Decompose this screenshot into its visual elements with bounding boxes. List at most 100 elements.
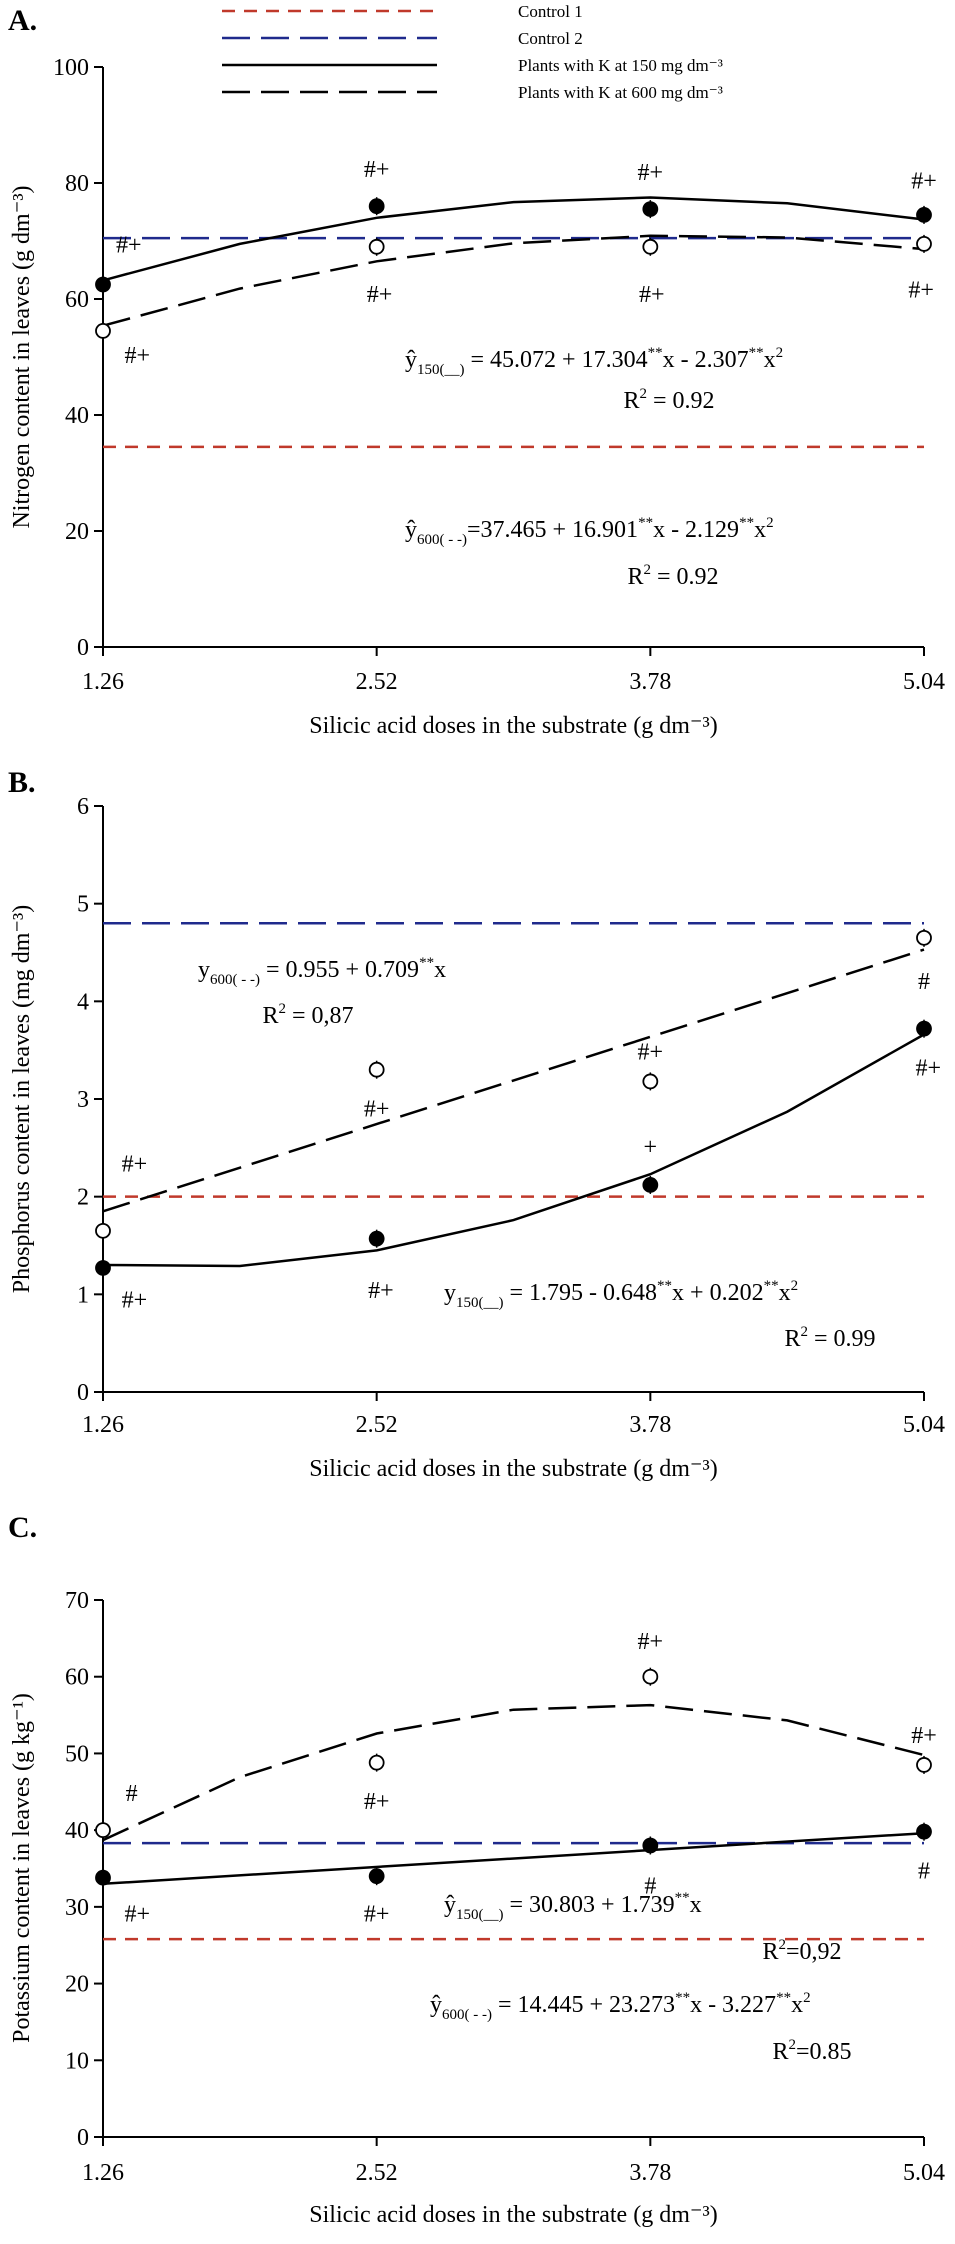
equation-part: x — [434, 957, 446, 983]
fit-curve — [102, 234, 925, 327]
equation-part: y — [444, 1280, 456, 1306]
equation: R2 = 0.92 — [623, 386, 714, 414]
equation: R2 = 0.99 — [784, 1324, 875, 1352]
equation-part: 2 — [776, 345, 784, 361]
equation-part: y — [198, 957, 210, 983]
equation-part: ŷ — [405, 517, 417, 543]
equation: ŷ600( - -) = 14.445 + 23.273**x - 3.227*… — [430, 1990, 811, 2023]
point — [368, 1868, 385, 1885]
point-label: #+ — [364, 1789, 390, 1815]
y-axis-label: Phosphorus content in leaves (mg dm⁻³) — [9, 905, 35, 1293]
point-label: #+ — [367, 282, 393, 308]
y-tick-label: 30 — [65, 1895, 89, 1921]
equation-part: ** — [749, 345, 764, 361]
equation-part: ŷ — [405, 347, 417, 373]
point — [916, 235, 932, 252]
fit-curve — [102, 1033, 925, 1268]
y-tick-label: 4 — [77, 989, 89, 1015]
x-tick-label: 2.52 — [356, 669, 398, 695]
y-tick-label: 40 — [65, 403, 89, 429]
equation-part: x - 2.129 — [653, 517, 739, 543]
point-label: #+ — [638, 1039, 664, 1065]
point — [642, 1177, 659, 1193]
equation-part: 2 — [643, 562, 651, 578]
equation-part: 600( - -) — [210, 972, 260, 988]
point — [642, 1837, 659, 1854]
equation: y600( - -) = 0.955 + 0.709**x — [198, 955, 446, 988]
equation-part: = 0.92 — [651, 564, 719, 590]
x-axis-label: Silicic acid doses in the substrate (g d… — [309, 1456, 717, 1482]
equation-part: ** — [675, 1890, 690, 1906]
fit-curve — [102, 1703, 925, 1842]
point-label: #+ — [364, 1096, 390, 1122]
point — [916, 929, 932, 946]
point-label: #+ — [125, 343, 151, 369]
point — [916, 1757, 932, 1773]
point-label: # — [644, 1874, 656, 1900]
y-tick-label: 5 — [77, 892, 89, 918]
equation-part: 2 — [788, 2037, 796, 2053]
x-tick-label: 5.04 — [903, 2160, 945, 2186]
point — [95, 1222, 111, 1239]
equation-part: R — [623, 388, 639, 414]
point-label: #+ — [639, 282, 665, 308]
fit-curve — [102, 948, 925, 1213]
equation: ŷ600( - -)=37.465 + 16.901**x - 2.129**x… — [405, 515, 774, 548]
point-label: #+ — [122, 1287, 148, 1313]
y-tick-label: 70 — [65, 1588, 89, 1614]
x-tick-label: 5.04 — [903, 669, 945, 695]
equation-part: 150(__) — [417, 362, 465, 378]
equation-part: x — [754, 517, 766, 543]
equation-part: = 1.795 - 0.648 — [504, 1280, 658, 1306]
point-label: #+ — [911, 169, 937, 195]
point-label: # — [126, 1781, 138, 1807]
equation: ŷ150(__) = 30.803 + 1.739**x — [444, 1890, 702, 1923]
x-tick-label: 2.52 — [356, 2160, 398, 2186]
equation: R2 = 0.92 — [627, 562, 718, 590]
point-label: #+ — [638, 160, 664, 186]
panel: A. 0 20 40 60 80 100 1.26 2.52 3.78 5.04 Silicic ac… — [8, 2, 945, 739]
equation-part: 150(__) — [456, 1295, 504, 1311]
y-tick-label: 100 — [53, 55, 89, 81]
equation-part: = 30.803 + 1.739 — [504, 1892, 675, 1918]
panel: B. 0 1 2 3 4 5 6 1.26 2.52 3.78 5.04 Silicic acid do… — [8, 766, 945, 1482]
point — [642, 201, 659, 218]
point-label: #+ — [368, 1278, 394, 1304]
equation-part: = 14.445 + 23.273 — [492, 1992, 675, 2018]
point-label: + — [644, 1134, 658, 1160]
point — [642, 1073, 659, 1090]
point — [642, 1668, 659, 1685]
point — [916, 1020, 932, 1037]
equation-part: = 0.99 — [808, 1326, 876, 1352]
y-tick-label: 20 — [65, 519, 89, 545]
equation-part: R — [262, 1003, 278, 1029]
y-tick-label: 6 — [77, 794, 89, 820]
panel-label: B. — [8, 766, 36, 799]
point-label: #+ — [916, 1055, 942, 1081]
equation-part: =0,92 — [786, 1939, 842, 1965]
panel: C. 0 10 20 30 40 50 60 70 1.26 2.52 3.78 5.04 Silicic… — [8, 1511, 945, 2228]
x-tick-label: 1.26 — [82, 2160, 124, 2186]
x-tick-label: 1.26 — [82, 1412, 124, 1438]
point-label: #+ — [908, 278, 934, 304]
equation-part: ** — [776, 1990, 791, 2006]
legend-label: Plants with K at 600 mg dm⁻³ — [518, 83, 723, 102]
x-tick-label: 5.04 — [903, 1412, 945, 1438]
legend-label: Control 2 — [518, 29, 583, 48]
point-label: #+ — [125, 1901, 151, 1927]
point — [642, 238, 659, 255]
equation-part: R — [784, 1326, 800, 1352]
y-tick-label: 3 — [77, 1087, 89, 1113]
equation-part: = 0.92 — [647, 388, 715, 414]
legend-label: Control 1 — [518, 2, 583, 21]
fit-curve — [102, 1831, 925, 1886]
y-tick-label: 0 — [77, 2125, 89, 2151]
x-tick-label: 2.52 — [356, 1412, 398, 1438]
point — [95, 1822, 111, 1839]
equation-part: x — [690, 1892, 702, 1918]
equation: R2=0,92 — [762, 1937, 841, 1965]
point — [95, 1869, 111, 1886]
equation-part: 2 — [778, 1937, 786, 1953]
equation-part: ŷ — [444, 1892, 456, 1918]
point-label: #+ — [364, 157, 390, 183]
